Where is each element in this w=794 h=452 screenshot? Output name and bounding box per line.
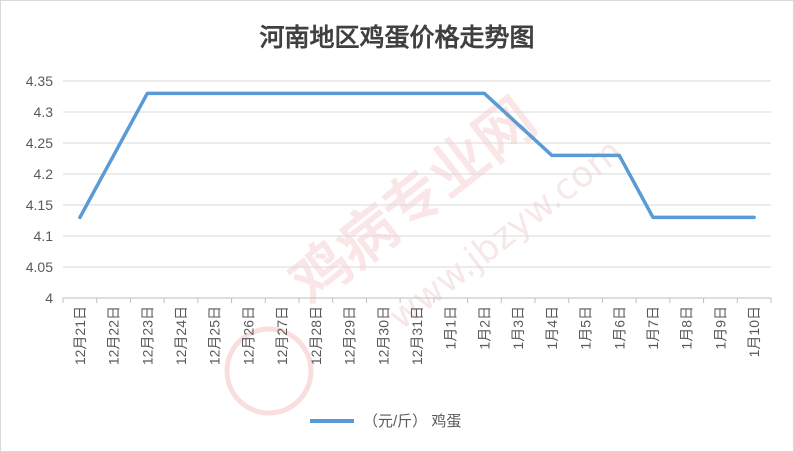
x-tick-label: 1月5日 [578,306,594,350]
y-tick-label: 4.3 [34,104,54,120]
x-tick-label: 12月22日 [106,306,122,365]
series-layer [78,91,756,220]
x-tick-label: 12月28日 [308,306,324,365]
gridlines [63,80,771,268]
y-tick-label: 4.35 [26,73,53,89]
x-tick-label: 1月10日 [746,306,762,357]
x-tick-label: 12月25日 [207,306,223,365]
y-tick-label: 4.2 [34,166,54,182]
x-tick-label: 12月21日 [72,306,88,365]
x-tick-label: 1月6日 [611,306,627,350]
y-tick-label: 4.15 [26,197,53,213]
x-tick-label: 1月7日 [645,306,661,350]
x-tick-label: 1月2日 [476,306,492,350]
legend: （元/斤） 鸡蛋 [310,413,461,430]
x-tick-label: 1月4日 [544,306,560,350]
chart-title: 河南地区鸡蛋价格走势图 [259,23,534,52]
y-tick-label: 4.25 [26,135,53,151]
x-axis [62,297,772,303]
x-tick-label: 12月27日 [274,306,290,365]
y-tick-label: 4.1 [34,228,54,244]
x-tick-label: 1月9日 [712,306,728,350]
y-tick-label: 4.05 [26,259,53,275]
y-axis-ticks: 4 4.05 4.1 4.15 4.2 4.25 4.3 4.35 [26,73,53,306]
legend-label: （元/斤） 鸡蛋 [363,413,461,430]
x-tick-label: 1月8日 [679,306,695,350]
x-tick-label: 12月24日 [173,306,189,365]
x-tick-label: 12月29日 [342,306,358,365]
x-axis-ticks: 12月21日 12月22日 12月23日 12月24日 12月25日 12月26日 12月2… [72,306,762,365]
x-tick-label: 12月23日 [139,306,155,365]
x-tick-label: 12月26日 [240,306,256,365]
x-tick-label: 1月3日 [510,306,526,350]
y-tick-label: 4 [45,290,53,306]
x-tick-label: 1月1日 [443,306,459,350]
x-tick-label: 12月31日 [409,306,425,365]
watermark-logo-icon [224,326,314,416]
x-tick-label: 12月30日 [375,306,391,365]
series-line [78,91,756,220]
